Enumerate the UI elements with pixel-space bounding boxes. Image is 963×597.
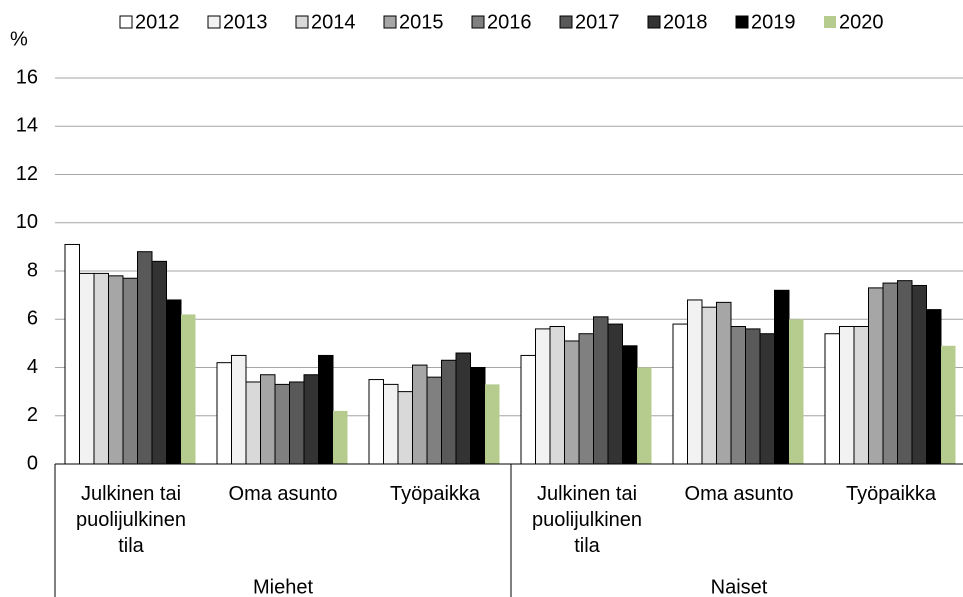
bar (122, 277, 138, 465)
bar (383, 383, 399, 465)
bar (789, 319, 804, 464)
bar (137, 251, 153, 465)
bar (441, 359, 457, 465)
x-tick-label: Oma asunto (229, 483, 338, 505)
bar (622, 345, 638, 465)
x-tick-label: Työpaikka (390, 483, 481, 505)
bar (549, 325, 565, 465)
y-tick-label: 6 (27, 308, 38, 330)
legend-label: 2020 (839, 11, 884, 33)
legend-label: 2016 (487, 11, 532, 33)
bar (687, 299, 703, 465)
bar (745, 328, 761, 465)
legend-swatch (824, 16, 836, 28)
bar (637, 367, 652, 464)
legend-swatch (647, 15, 661, 29)
group-label: Naiset (711, 576, 768, 597)
bar (64, 243, 80, 465)
legend-label: 2017 (575, 11, 620, 33)
y-tick-label: 16 (16, 66, 38, 88)
bar (853, 325, 869, 465)
bar (716, 301, 732, 465)
legend-label: 2013 (223, 11, 268, 33)
bar (897, 280, 913, 465)
bar (426, 376, 442, 465)
legend-swatch (207, 15, 221, 29)
bar (730, 325, 746, 465)
legend-swatch (735, 15, 749, 29)
x-tick-label: Julkinen tai puolijulkinen tila (532, 483, 642, 557)
bar (216, 362, 232, 465)
bar (520, 354, 536, 465)
bar (911, 284, 927, 465)
bar (151, 260, 167, 465)
bar (289, 381, 305, 465)
legend-label: 2012 (135, 11, 180, 33)
y-tick-label: 4 (27, 356, 38, 378)
y-tick-label: 8 (27, 259, 38, 281)
bar (470, 367, 486, 465)
bar (166, 299, 182, 465)
bar (245, 381, 261, 465)
y-tick-label: 0 (27, 452, 38, 474)
bar (941, 345, 956, 464)
bar (868, 287, 884, 465)
x-tick-label: Julkinen tai puolijulkinen tila (76, 483, 186, 557)
legend-swatch (119, 15, 133, 29)
bar (593, 316, 609, 465)
y-tick-label: 10 (16, 211, 38, 233)
bar (274, 383, 290, 465)
y-tick-label: 14 (16, 115, 38, 137)
bar (181, 314, 196, 464)
bar (759, 333, 775, 465)
bar (882, 282, 898, 465)
bar (701, 306, 717, 465)
y-axis-label: % (10, 28, 28, 50)
bar (926, 309, 942, 465)
bar (368, 379, 384, 465)
bar (607, 323, 623, 465)
legend-label: 2014 (311, 11, 356, 33)
bar (260, 374, 276, 465)
bar (564, 340, 580, 465)
bar (303, 374, 319, 465)
bar (412, 364, 428, 465)
bar (333, 410, 348, 464)
y-tick-label: 12 (16, 163, 38, 185)
legend-label: 2018 (663, 11, 708, 33)
bar (535, 328, 551, 465)
bar (397, 391, 413, 465)
bar (672, 323, 688, 465)
bar (774, 289, 790, 465)
bar (455, 352, 471, 465)
legend-label: 2015 (399, 11, 444, 33)
legend-swatch (559, 15, 573, 29)
bar (108, 275, 124, 465)
legend-swatch (295, 15, 309, 29)
bar (318, 354, 334, 465)
group-label: Miehet (253, 576, 313, 597)
bar (824, 333, 840, 465)
legend-swatch (383, 15, 397, 29)
x-tick-label: Oma asunto (685, 483, 794, 505)
bar (93, 272, 109, 465)
bar (578, 333, 594, 465)
bar (839, 325, 855, 465)
bar (485, 384, 500, 464)
bar (231, 354, 247, 465)
bar (79, 272, 95, 465)
x-tick-label: Työpaikka (846, 483, 937, 505)
legend-swatch (471, 15, 485, 29)
legend-label: 2019 (751, 11, 796, 33)
y-tick-label: 2 (27, 404, 38, 426)
